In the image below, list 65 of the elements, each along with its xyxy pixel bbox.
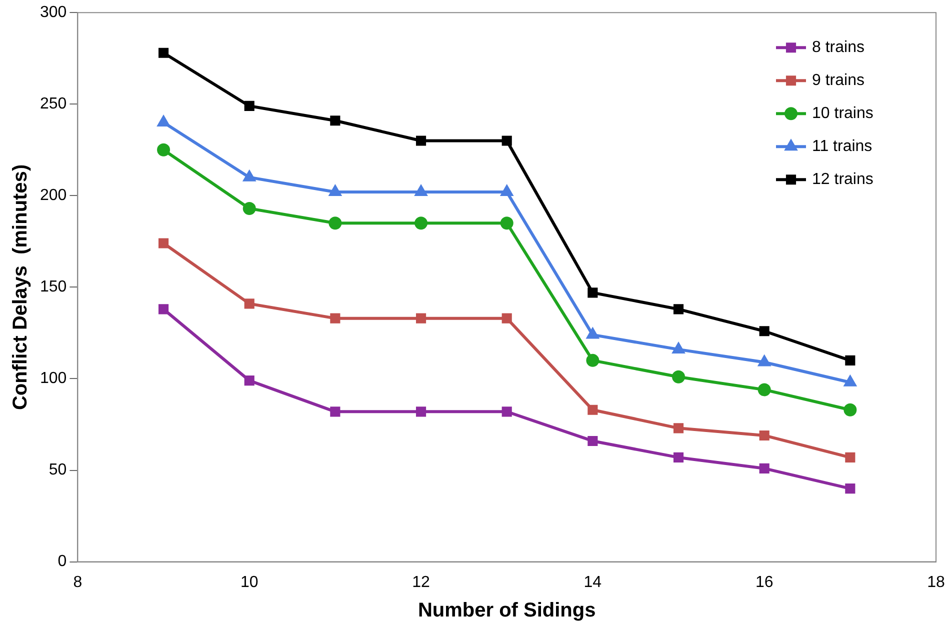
point	[415, 186, 427, 196]
point	[158, 48, 169, 58]
point	[586, 328, 599, 339]
point	[588, 404, 598, 415]
point	[501, 186, 513, 196]
point	[330, 313, 340, 324]
point	[157, 143, 170, 156]
point	[158, 116, 170, 126]
point	[158, 304, 169, 314]
y-tick-label: 50	[48, 462, 67, 479]
point	[845, 355, 856, 366]
point	[158, 238, 169, 248]
point	[328, 216, 342, 230]
point	[244, 100, 254, 111]
point	[500, 216, 514, 230]
point	[759, 463, 770, 474]
legend-label: 10 trains	[812, 105, 874, 122]
y-tick-label: 0	[58, 553, 67, 570]
point	[673, 304, 684, 314]
point	[502, 313, 512, 324]
point	[845, 452, 856, 462]
point	[844, 376, 856, 386]
point	[758, 356, 770, 366]
legend-label: 12 trains	[812, 171, 874, 188]
point	[672, 342, 684, 354]
point	[672, 370, 686, 384]
x-tick-label: 14	[584, 574, 602, 591]
point	[673, 423, 684, 434]
point	[330, 116, 340, 126]
point	[758, 383, 771, 396]
point	[242, 202, 256, 215]
x-tick-label: 18	[927, 574, 945, 591]
point	[502, 136, 512, 146]
point	[244, 170, 256, 182]
point	[502, 406, 512, 417]
x-tick-label: 10	[240, 574, 258, 591]
point	[330, 406, 340, 417]
point	[244, 376, 254, 386]
y-tick-label: 200	[40, 187, 67, 204]
point	[844, 403, 857, 416]
point	[588, 436, 598, 446]
y-tick-label: 100	[40, 370, 67, 388]
y-tick-label: 250	[40, 96, 67, 113]
x-tick-label: 12	[412, 574, 430, 591]
point	[588, 288, 598, 298]
legend-label: 8 trains	[812, 39, 864, 56]
y-tick-label: 300	[40, 4, 67, 22]
point	[845, 484, 856, 494]
point	[416, 136, 426, 146]
y-tick-label: 150	[40, 278, 67, 296]
x-tick-label: 16	[755, 574, 774, 591]
point	[586, 354, 600, 367]
legend-label: 9 trains	[812, 72, 864, 90]
point	[673, 452, 684, 462]
legend-label: 11 trains	[812, 138, 872, 156]
x-tick-label: 8	[73, 574, 82, 591]
point	[416, 406, 426, 417]
point	[759, 326, 770, 336]
point	[244, 298, 254, 309]
x-axis-title: Number of Sidings	[418, 600, 596, 622]
point	[329, 186, 342, 196]
point	[759, 430, 770, 441]
point	[414, 216, 428, 230]
point	[416, 313, 426, 324]
y-axis-title: Conflict Delays (minutes)	[10, 164, 32, 410]
